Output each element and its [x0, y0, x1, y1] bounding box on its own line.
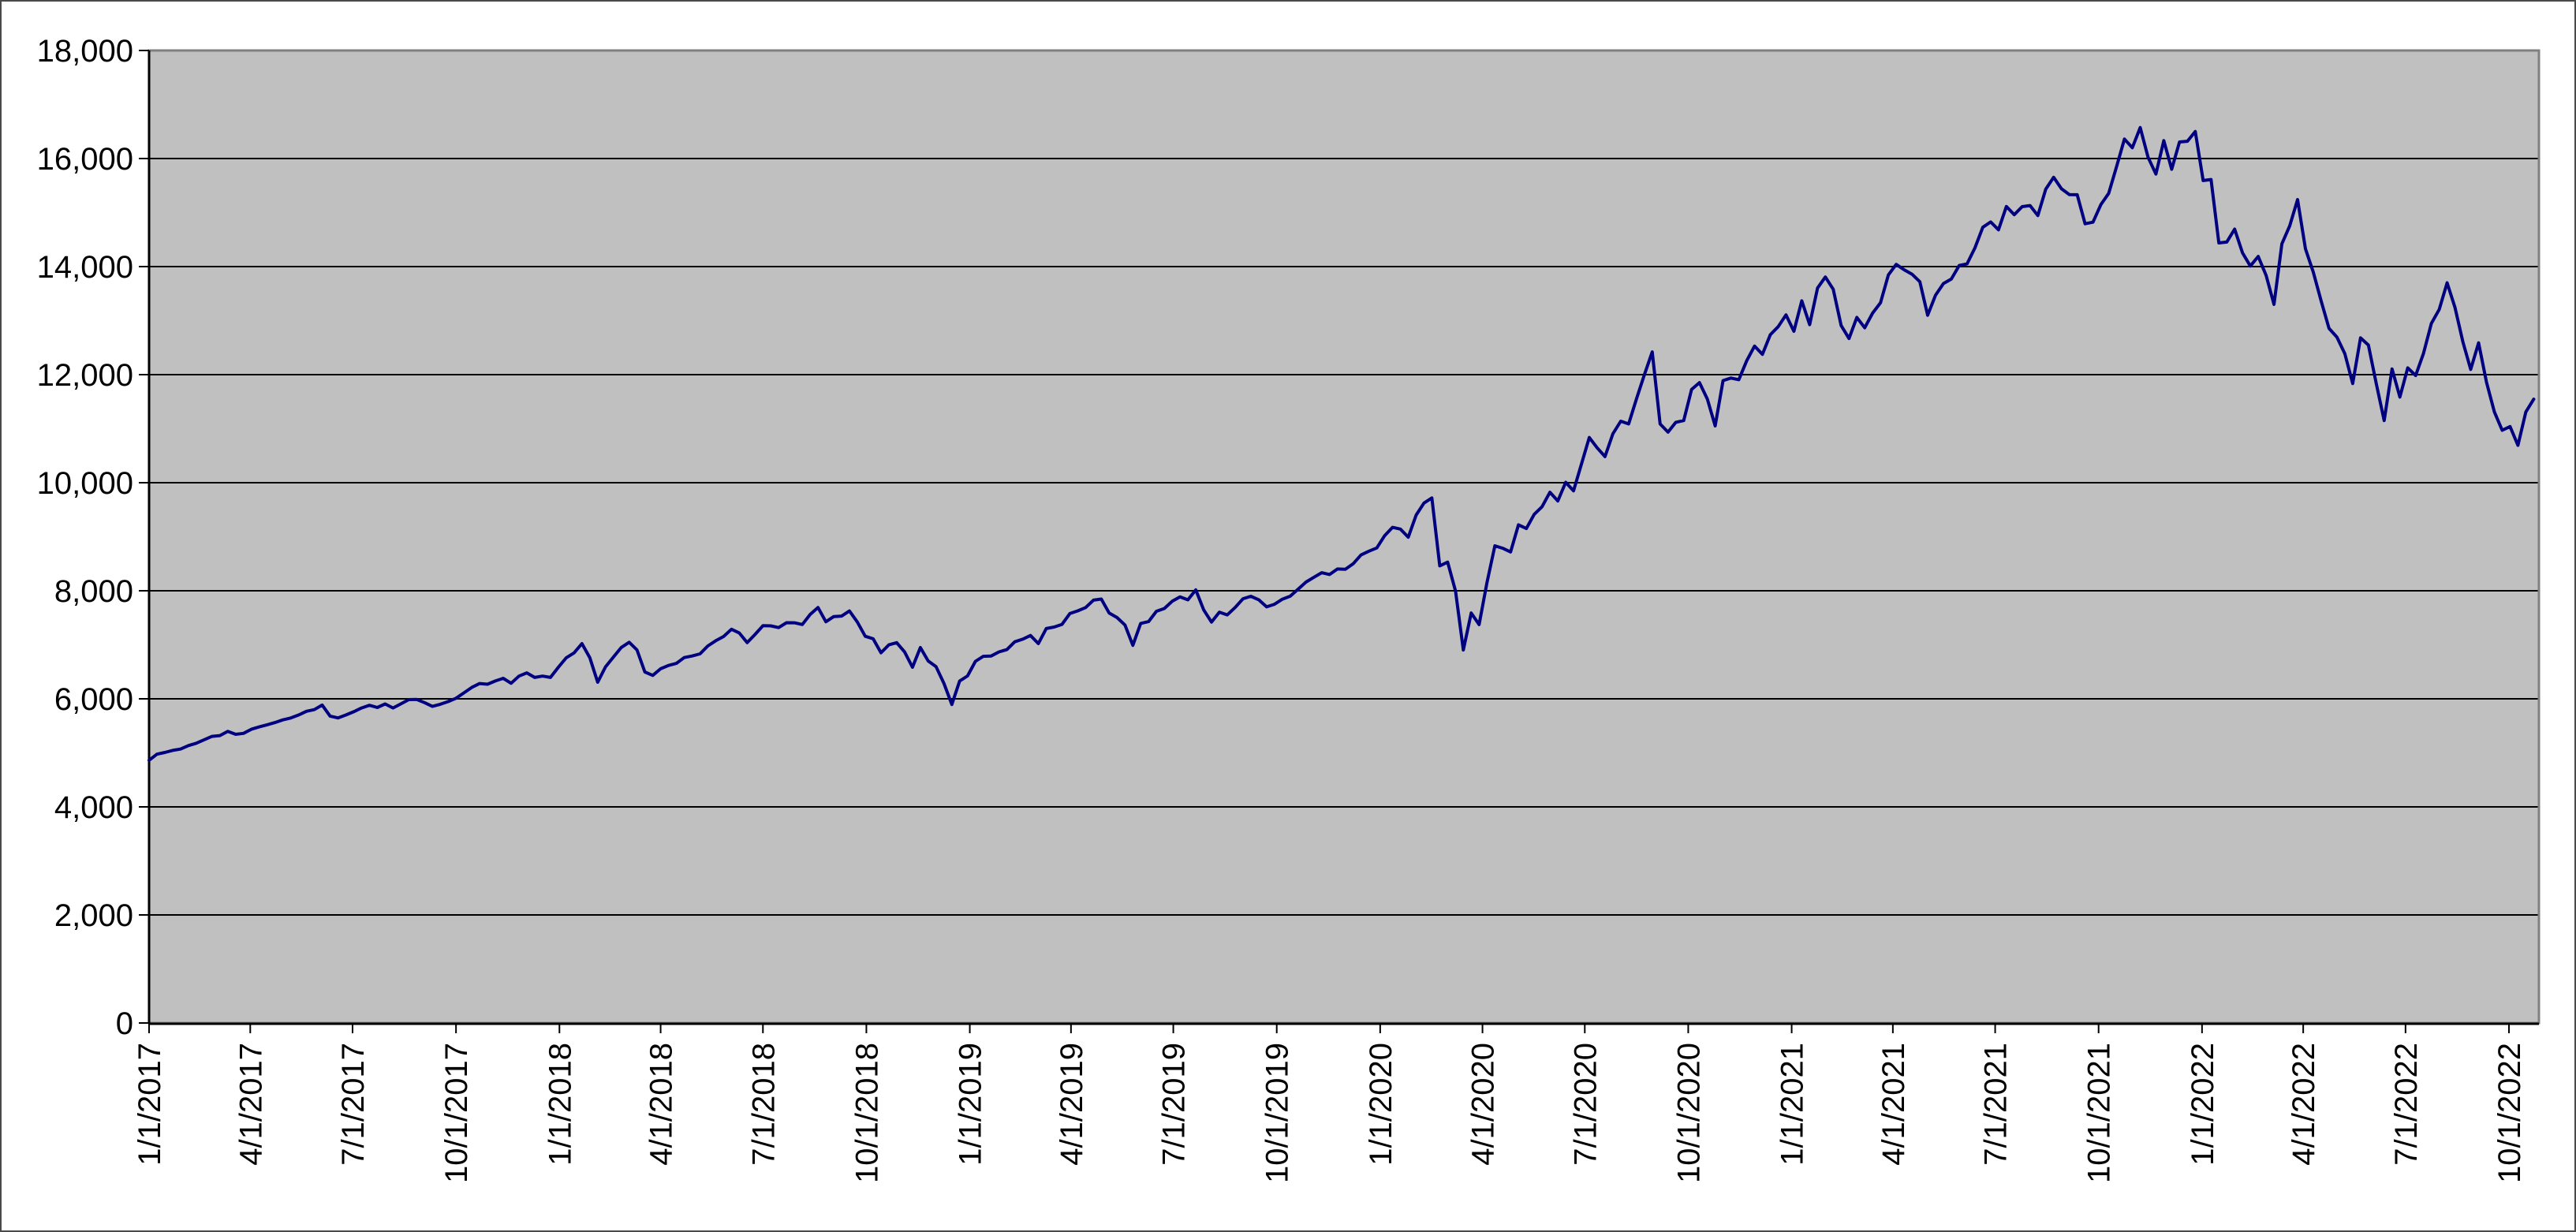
x-axis-tick-label: 10/1/2017	[439, 1043, 474, 1183]
x-axis-tick-label: 7/1/2020	[1568, 1043, 1603, 1166]
data-series-line	[147, 125, 2536, 762]
y-axis-tick-label: 10,000	[37, 466, 133, 501]
y-axis-tick-label: 8,000	[54, 574, 133, 609]
x-axis-tick-label: 4/1/2021	[1876, 1043, 1911, 1166]
x-axis-tick-label: 7/1/2022	[2389, 1043, 2424, 1166]
x-axis-tick-label: 4/1/2018	[644, 1043, 679, 1166]
x-axis-tick-label: 4/1/2020	[1466, 1043, 1501, 1166]
x-axis-tick-label: 7/1/2021	[1979, 1043, 2014, 1166]
x-axis-tick-label: 4/1/2022	[2287, 1043, 2321, 1166]
y-axis-tick-label: 16,000	[37, 142, 133, 177]
y-axis-tick-label: 4,000	[54, 790, 133, 825]
x-axis-tick-label: 1/1/2020	[1364, 1043, 1398, 1166]
y-axis-tick-label: 0	[116, 1006, 133, 1041]
y-axis-tick-label: 14,000	[37, 250, 133, 285]
x-axis-tick-label: 10/1/2020	[1671, 1043, 1706, 1183]
x-axis-tick-label: 7/1/2018	[746, 1043, 781, 1166]
x-axis-tick-label: 4/1/2019	[1055, 1043, 1089, 1166]
x-axis-tick-label: 4/1/2017	[233, 1043, 268, 1166]
y-axis-tick-label: 6,000	[54, 682, 133, 717]
x-axis-tick-label: 1/1/2018	[543, 1043, 577, 1166]
x-axis-tick-label: 1/1/2021	[1775, 1043, 1810, 1166]
plot-area	[149, 50, 2539, 1023]
x-axis-tick-label: 7/1/2019	[1157, 1043, 1192, 1166]
x-axis-tick-label: 10/1/2021	[2082, 1043, 2117, 1183]
y-axis-tick-label: 12,000	[37, 358, 133, 393]
x-axis-tick-label: 1/1/2022	[2186, 1043, 2220, 1166]
x-axis-tick-label: 7/1/2017	[336, 1043, 371, 1166]
y-axis-tick-label: 18,000	[37, 34, 133, 69]
y-axis-tick-label: 2,000	[54, 898, 133, 933]
x-axis-tick-label: 10/1/2019	[1260, 1043, 1295, 1183]
x-axis-tick-label: 1/1/2017	[133, 1043, 167, 1166]
x-axis-tick-label: 1/1/2019	[954, 1043, 988, 1166]
x-axis-tick-label: 10/1/2022	[2492, 1043, 2527, 1183]
x-axis-tick-label: 10/1/2018	[849, 1043, 884, 1183]
